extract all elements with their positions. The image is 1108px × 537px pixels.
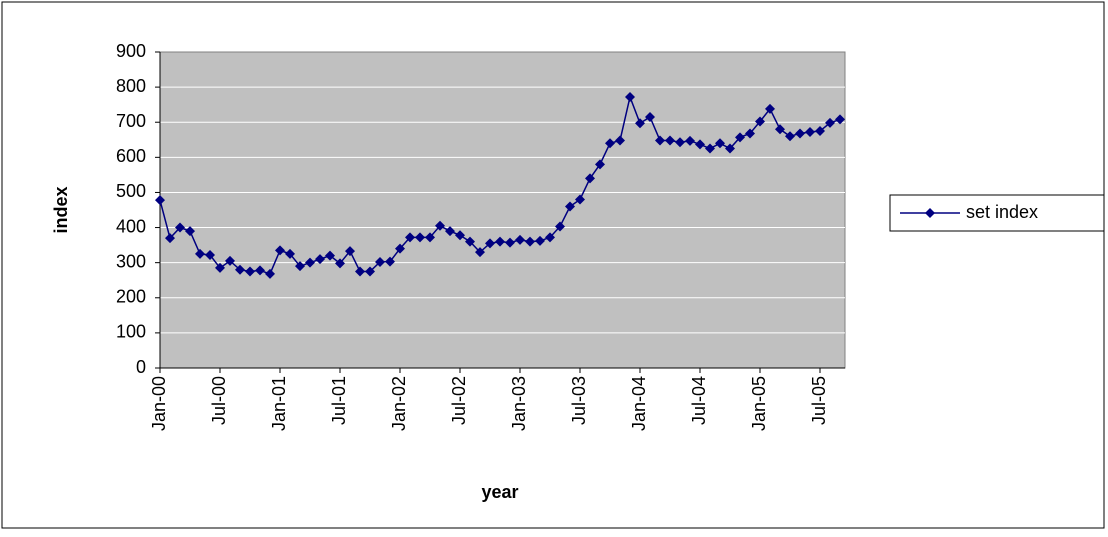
legend: set index [890,195,1104,231]
y-axis-label: index [51,186,71,233]
x-tick-label: Jul-05 [809,376,829,425]
x-tick-label: Jan-02 [389,376,409,431]
plot-area [160,52,845,368]
chart: index year 0 100 200 300 400 500 600 700 800 900 J… [0,0,1108,532]
legend-label: set index [966,202,1038,222]
y-tick-label: 500 [116,181,146,201]
y-tick-label: 600 [116,146,146,166]
y-tick-label: 900 [116,41,146,61]
y-tick-label: 800 [116,76,146,96]
y-tick-label: 0 [136,357,146,377]
x-tick-label: Jan-00 [149,376,169,431]
x-axis-label: year [481,482,518,502]
x-tick-label: Jan-04 [629,376,649,431]
x-tick-label: Jul-01 [329,376,349,425]
y-tick-label: 200 [116,287,146,307]
x-tick-label: Jul-00 [209,376,229,425]
x-tick-label: Jul-02 [449,376,469,425]
x-tick-label: Jan-03 [509,376,529,431]
y-tick-label: 300 [116,251,146,271]
x-tick-label: Jan-05 [749,376,769,431]
x-tick-label: Jan-01 [269,376,289,431]
x-tick-label: Jul-03 [569,376,589,425]
y-tick-label: 700 [116,111,146,131]
y-tick-label: 400 [116,216,146,236]
y-tick-label: 100 [116,322,146,342]
x-tick-label: Jul-04 [689,376,709,425]
